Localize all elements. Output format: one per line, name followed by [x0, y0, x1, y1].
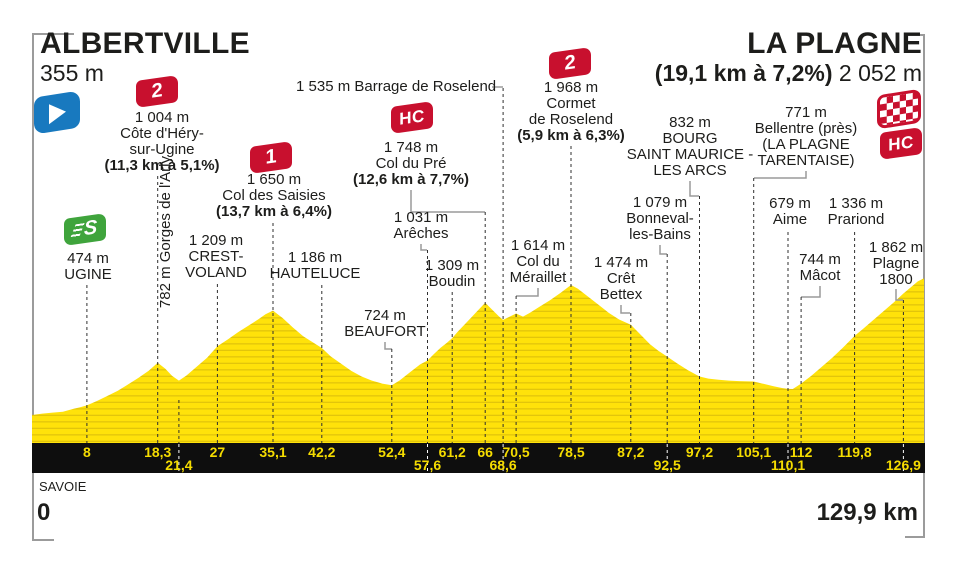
axis-tick-label: 61,2 — [438, 444, 466, 460]
axis-tick-label: 97,2 — [685, 444, 714, 460]
finish-header: LA PLAGNE (19,1 km à 7,2%) 2 052 m — [655, 28, 922, 86]
waypoint-label: 679 m Aime — [769, 195, 811, 228]
start-km: 0 — [37, 499, 51, 526]
waypoint-label: 724 m BEAUFORT — [344, 307, 426, 340]
waypoint-label: 1 336 m Prariond — [827, 195, 885, 228]
axis-tick-label: 27 — [209, 444, 226, 460]
waypoint-label-rotated: 782 m Gorges de l'Arly — [156, 156, 174, 309]
finish-climb-stats: (19,1 km à 7,2%) 2 052 m — [654, 59, 922, 86]
start-elevation: 355 m — [40, 59, 104, 86]
axis-tick-label: 52,4 — [378, 444, 406, 460]
axis-tick-label: 105,1 — [736, 444, 772, 460]
waypoint-label: 1 079 m Bonneval-les-Bains — [626, 194, 694, 243]
region-label: SAVOIE — [39, 479, 87, 494]
waypoint-label: 771 m Bellentre (près) (LA PLAGNE TARENTAIS… — [754, 104, 858, 169]
waypoint-label: 1 186 m HAUTELUCE — [269, 249, 361, 282]
checkered-flag-icon — [877, 88, 921, 130]
axis-tick-label: 112 — [789, 444, 813, 460]
waypoint-label: 1 614 m Col du Méraillet — [509, 237, 567, 286]
axis-tick-label: 8 — [82, 444, 91, 460]
axis-tick-label: 87,2 — [617, 444, 645, 460]
axis-tick-label: 70,5 — [502, 444, 530, 460]
waypoint-label: 744 m Mâcot — [799, 251, 841, 284]
waypoint-label: 1 650 m Col des Saisies (13,7 km à 6,4%) — [216, 171, 332, 220]
waypoint-label: 1 474 m Crêt Bettex — [593, 254, 649, 303]
start-name: ALBERTVILLE — [40, 27, 250, 60]
waypoint-label: 1 535 m Barrage de Roselend — [296, 78, 497, 95]
finish-elevation: 2 052 m — [838, 59, 922, 86]
waypoint-label: 1 309 m Boudin — [424, 257, 480, 290]
waypoint-label: 1 748 m Col du Pré (12,6 km à 7,7%) — [353, 139, 469, 188]
waypoint-label: 1 209 m CREST- VOLAND — [185, 232, 247, 281]
axis-tick-label: 42,2 — [308, 444, 336, 460]
axis-tick-label: 78,5 — [557, 444, 585, 460]
axis-tick-label: 66 — [477, 444, 493, 460]
frame-line-right — [905, 34, 925, 538]
waypoint-label: 1 968 m Cormet de Roselend (5,9 km à 6,3%) — [517, 79, 625, 144]
distance-axis-bar — [32, 443, 925, 473]
waypoint-label: 1 862 m Plagne 1800 — [868, 239, 924, 288]
axis-tick-label: 35,1 — [259, 444, 287, 460]
waypoint-label: 1 031 m Arêches — [393, 209, 449, 242]
waypoint-label: 474 m UGINE — [64, 250, 112, 283]
waypoint-label: 1 004 m Côte d'Héry-sur-Ugine (11,3 km à 5… — [104, 109, 220, 174]
axis-tick-label: 119,8 — [837, 444, 872, 460]
start-flag-icon — [34, 90, 80, 135]
finish-climb-gradient: (19,1 km à 7,2%) — [654, 59, 833, 86]
start-header: ALBERTVILLE 355 m — [40, 28, 250, 86]
waypoint-label: 832 m BOURG SAINT MAURICE - LES ARCS — [626, 114, 754, 179]
total-distance: 129,9 km — [816, 499, 918, 526]
axis-tick-label: 18,3 — [144, 444, 172, 460]
finish-name: LA PLAGNE — [747, 27, 922, 60]
